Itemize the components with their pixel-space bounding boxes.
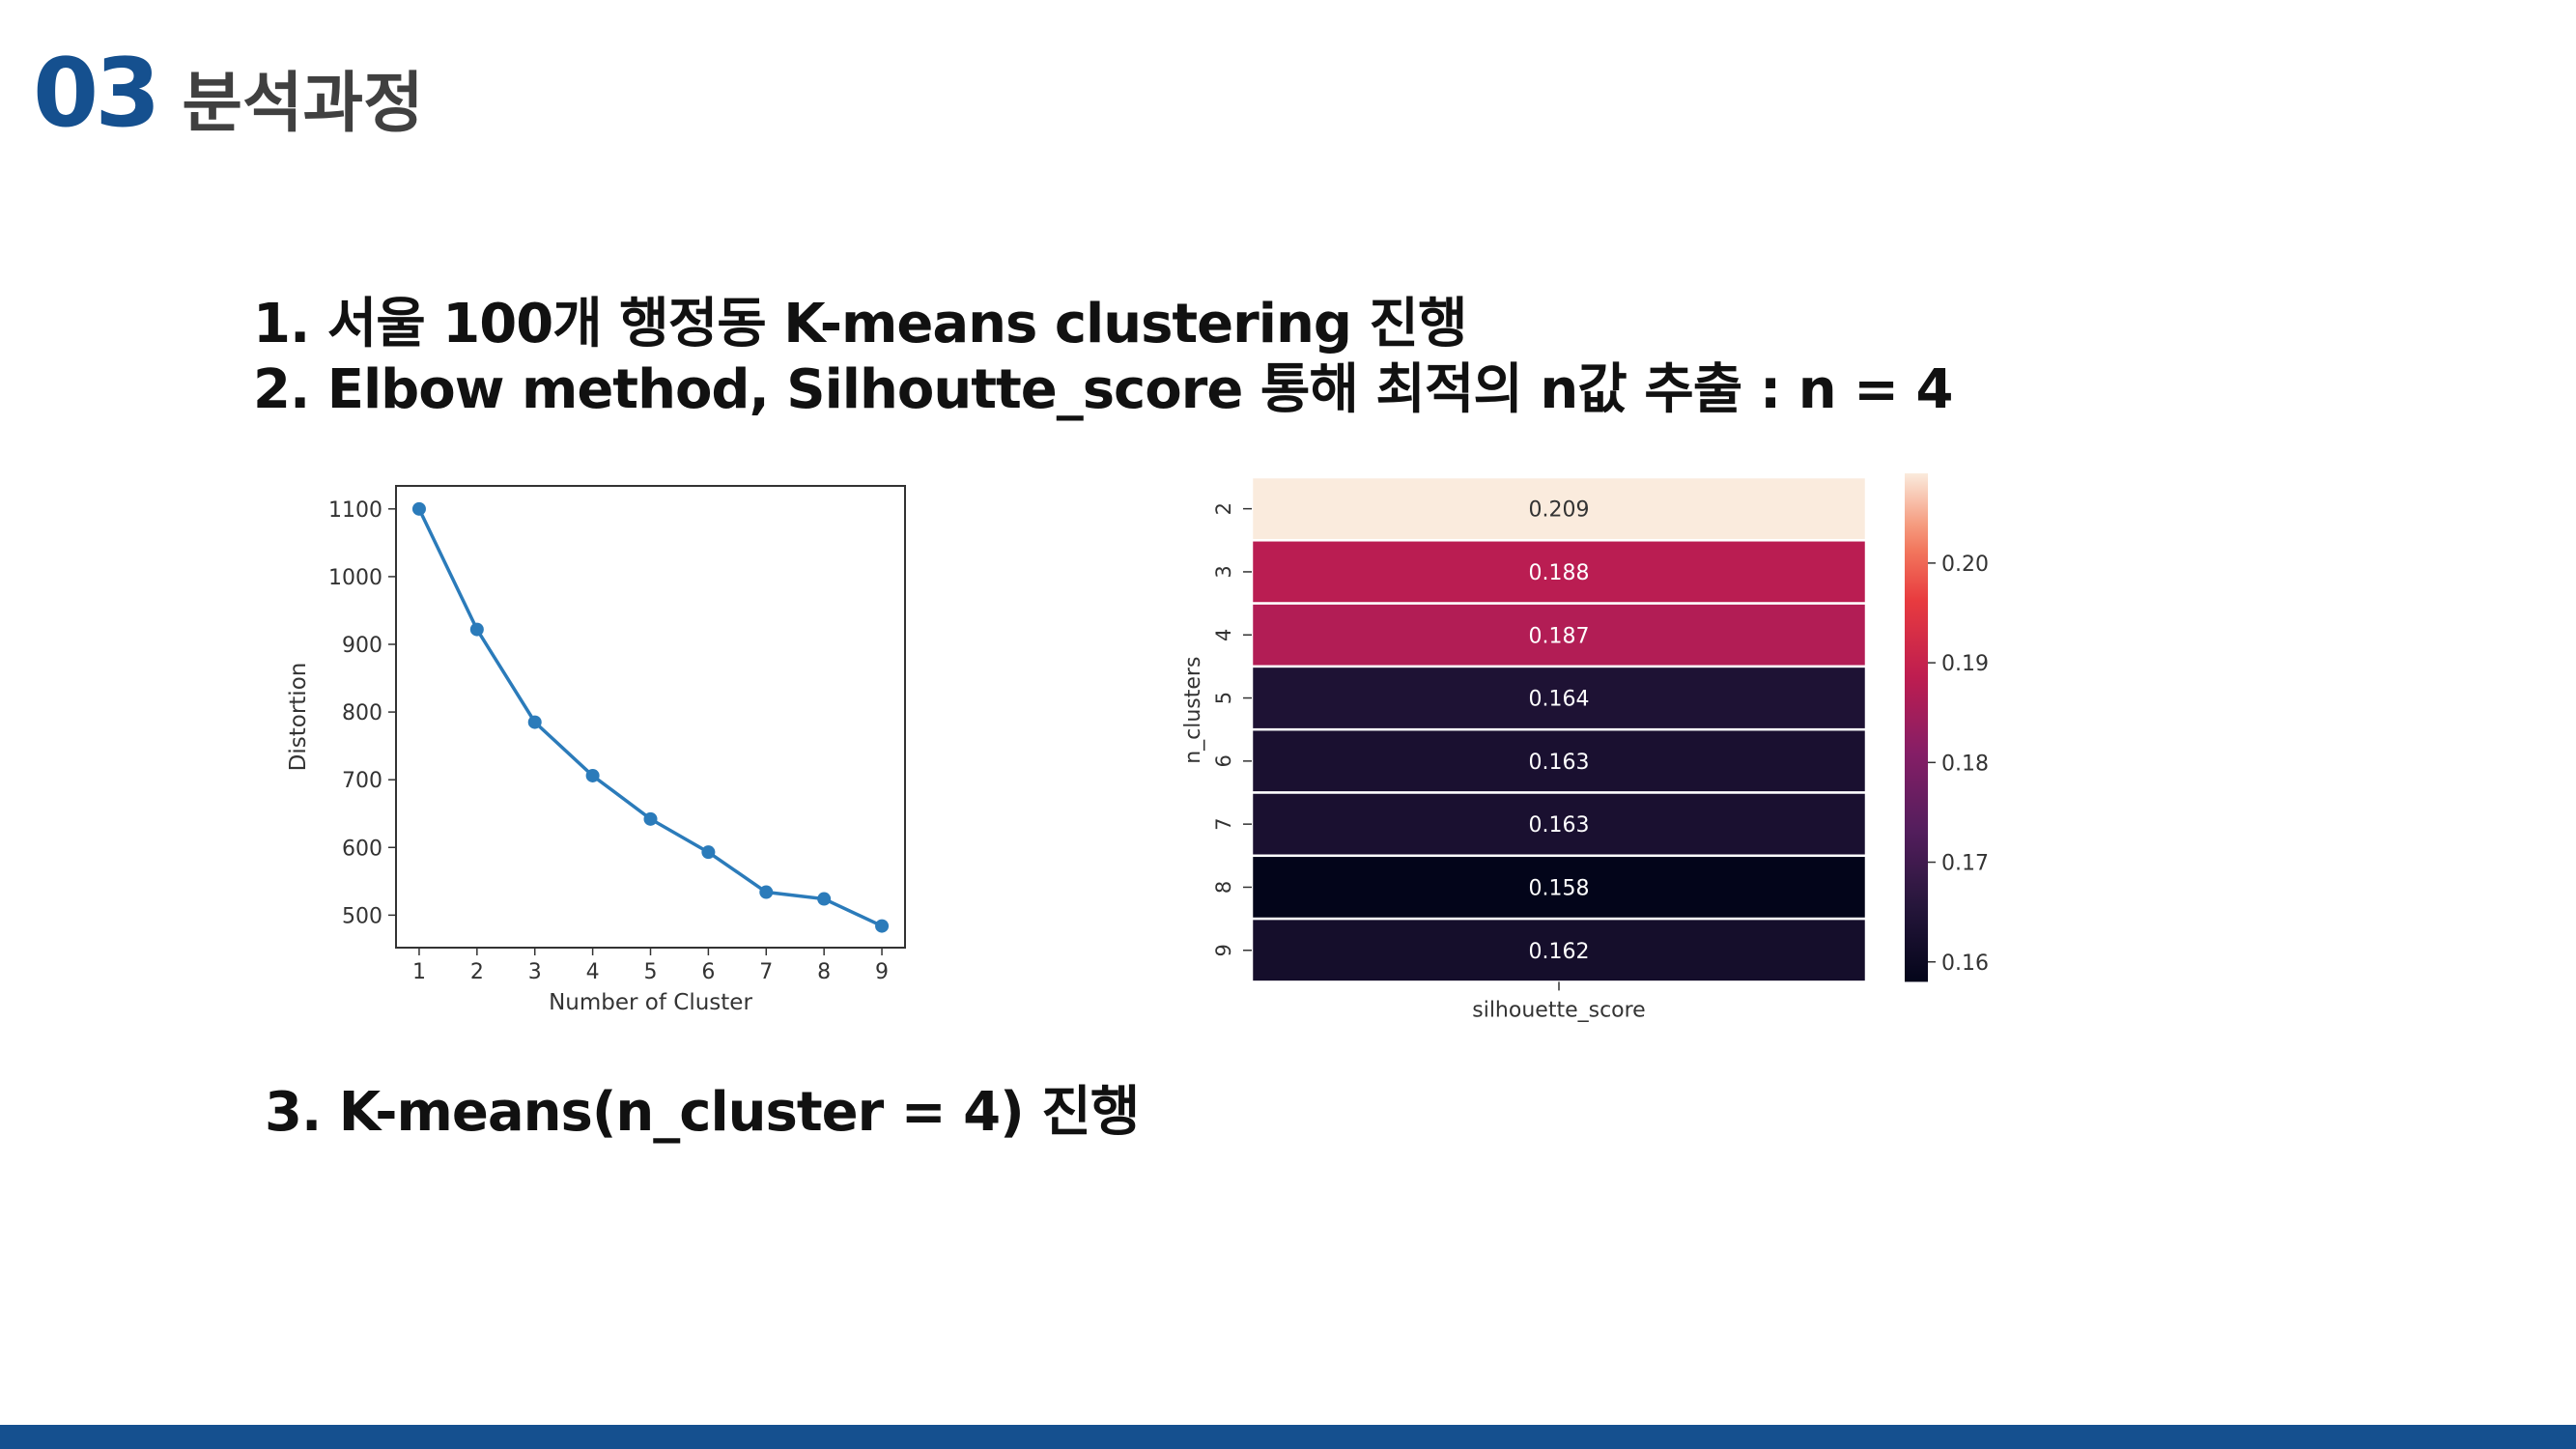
y-tick-label: 5 — [1212, 692, 1235, 704]
y-tick-label: 4 — [1212, 629, 1235, 641]
y-tick-label: 1000 — [328, 566, 382, 590]
colorbar-tick-label: 0.19 — [1941, 652, 1989, 676]
x-tick-label: 7 — [759, 960, 773, 984]
bullet-point-1: 1. 서울 100개 행정동 K-means clustering 진행 — [253, 293, 1467, 355]
silhouette-heatmap: 0.20920.18830.18740.16450.16360.16370.15… — [1181, 473, 1989, 1022]
colorbar-tick-label: 0.20 — [1941, 553, 1989, 577]
heatmap-cell — [1250, 791, 1868, 858]
section-header: 03 분석과정 — [33, 39, 424, 149]
heatmap-cell — [1250, 602, 1868, 668]
heatmap-cell — [1250, 727, 1868, 794]
x-axis-label: silhouette_score — [1472, 998, 1645, 1022]
x-tick-label: 5 — [644, 960, 658, 984]
plot-frame — [395, 485, 906, 949]
data-point — [701, 845, 716, 860]
cell-value-label: 0.163 — [1529, 751, 1590, 775]
y-axis-label: Distortion — [286, 663, 311, 772]
y-tick-label: 900 — [342, 634, 382, 658]
heatmap-cell — [1250, 539, 1868, 605]
cell-value-label: 0.209 — [1529, 498, 1590, 523]
heatmap-cell — [1250, 665, 1868, 731]
x-tick-label: 6 — [701, 960, 715, 984]
x-tick-label: 3 — [528, 960, 542, 984]
cell-value-label: 0.162 — [1529, 940, 1590, 964]
x-tick-label: 8 — [817, 960, 831, 984]
y-tick-label: 9 — [1212, 944, 1235, 956]
data-point — [527, 715, 542, 729]
y-tick-label: 6 — [1212, 754, 1235, 767]
y-tick-label: 1100 — [328, 498, 382, 523]
cell-value-label: 0.158 — [1529, 876, 1590, 900]
y-tick-label: 700 — [342, 769, 382, 793]
y-tick-label: 2 — [1212, 502, 1235, 515]
y-tick-label: 7 — [1212, 817, 1235, 830]
bottom-bar — [0, 1425, 2576, 1449]
y-axis-label: n_clusters — [1181, 657, 1205, 764]
bullet-point-2: 2. Elbow method, Silhoutte_score 통해 최적의 … — [253, 358, 1953, 421]
section-number: 03 — [33, 39, 160, 149]
colorbar-tick-label: 0.17 — [1941, 852, 1989, 876]
data-point — [875, 919, 890, 933]
cell-value-label: 0.187 — [1529, 624, 1590, 648]
x-tick-label: 1 — [412, 960, 426, 984]
colorbar-tick-label: 0.16 — [1941, 952, 1989, 976]
data-point — [411, 501, 426, 516]
bullet-point-3: 3. K-means(n_cluster = 4) 진행 — [265, 1081, 1140, 1144]
elbow-chart: 1 2 3 4 5 6 7 8 9 500 600 700 800 900 1000 1100 Number o… — [286, 485, 906, 1015]
x-tick-label: 9 — [875, 960, 889, 984]
cell-value-label: 0.188 — [1529, 561, 1590, 585]
heatmap-cell — [1250, 917, 1868, 983]
y-tick-label: 800 — [342, 701, 382, 725]
y-tick-label: 600 — [342, 837, 382, 861]
data-point — [643, 811, 658, 826]
cell-value-label: 0.163 — [1529, 813, 1590, 838]
data-point — [469, 622, 484, 637]
x-axis-label: Number of Cluster — [549, 990, 752, 1015]
colorbar-tick-label: 0.18 — [1941, 752, 1989, 776]
section-title: 분석과정 — [182, 66, 424, 142]
colorbar — [1905, 473, 1928, 982]
data-point — [817, 892, 832, 906]
x-tick-label: 2 — [470, 960, 484, 984]
y-tick-label: 3 — [1212, 565, 1235, 578]
cell-value-label: 0.164 — [1529, 688, 1590, 712]
data-point — [585, 768, 600, 782]
y-tick-label: 8 — [1212, 881, 1235, 894]
x-tick-label: 4 — [586, 960, 600, 984]
y-tick-label: 500 — [342, 904, 382, 928]
data-point — [759, 885, 774, 899]
